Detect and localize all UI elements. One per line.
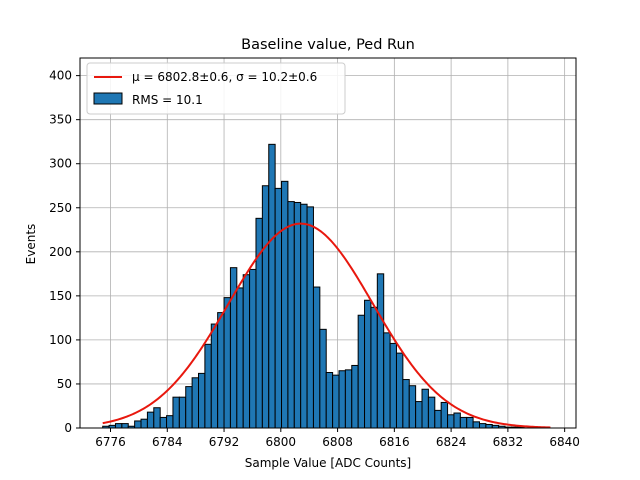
- x-tick-label: 6824: [436, 435, 467, 449]
- legend-frame: [86, 62, 346, 115]
- histogram-bar: [159, 416, 168, 429]
- axes-frame: [79, 57, 577, 429]
- histogram-bar: [376, 273, 385, 429]
- x-tick-label: 6840: [549, 435, 580, 449]
- histogram-bar: [332, 374, 340, 429]
- histogram-bar: [357, 314, 366, 429]
- histogram-bar: [351, 364, 359, 429]
- histogram-bar: [364, 299, 372, 429]
- histogram-bar: [261, 185, 270, 429]
- legend-hist-swatch: [93, 92, 123, 105]
- histogram-bar: [287, 201, 295, 429]
- x-tick-label: 6800: [266, 435, 297, 449]
- histogram-bar: [249, 268, 257, 429]
- histogram-bar: [306, 206, 314, 429]
- histogram-bar: [421, 388, 429, 429]
- histogram-bar: [466, 416, 474, 429]
- x-axis-title: Sample Value [ADC Counts]: [245, 456, 411, 470]
- histogram-bar: [370, 306, 378, 429]
- histogram-bar: [453, 412, 461, 429]
- y-tick-label: 250: [49, 201, 72, 215]
- histogram-bar: [242, 274, 251, 429]
- histogram-bar: [236, 287, 244, 429]
- histogram-bar: [344, 369, 353, 429]
- histogram-bar: [166, 415, 174, 429]
- histogram-bar: [319, 328, 327, 429]
- histogram-bar: [300, 203, 308, 429]
- histogram-bar: [121, 423, 129, 429]
- plot-area: 6776 6784 6792 6800 6808 6816 6824 6832 6840 0 50 1…: [49, 57, 580, 449]
- histogram-bar: [389, 342, 397, 429]
- histogram-bar: [293, 201, 302, 429]
- histogram-bar: [255, 217, 263, 429]
- x-tick-label: 6808: [322, 435, 353, 449]
- histogram-bar: [485, 423, 493, 429]
- y-tick-label: 100: [49, 333, 72, 347]
- histogram-bar: [274, 187, 283, 429]
- histogram-bar: [472, 421, 480, 429]
- histogram-bar: [402, 379, 410, 429]
- x-tick-label: 6784: [152, 435, 183, 449]
- histogram-bar: [338, 370, 346, 429]
- y-tick-label: 350: [49, 113, 72, 127]
- gaussian-fit-curve: [102, 222, 551, 429]
- histogram-bar: [281, 180, 289, 429]
- histogram-bar: [415, 401, 423, 429]
- legend-fit-label: μ = 6802.8±0.6, σ = 10.2±0.6: [132, 70, 317, 84]
- chart-title: Baseline value, Ped Run: [241, 37, 415, 53]
- x-tick-label: 6792: [209, 435, 240, 449]
- histogram-bar: [223, 297, 231, 429]
- histogram-bar: [395, 352, 404, 429]
- histogram-bar: [114, 423, 123, 429]
- histogram-bar: [440, 401, 449, 429]
- histogram-bar: [178, 396, 187, 429]
- histogram-bar: [447, 414, 455, 429]
- histogram-bar: [478, 423, 487, 429]
- histogram-bar: [198, 372, 206, 429]
- x-tick-label: 6816: [379, 435, 410, 449]
- y-axis-title: Events: [24, 224, 38, 265]
- y-tick-label: 50: [57, 377, 72, 391]
- x-tick-label: 6832: [493, 435, 524, 449]
- histogram-bar: [268, 143, 276, 429]
- y-tick-label: 200: [49, 245, 72, 259]
- histogram-bar: [325, 372, 334, 429]
- histogram-bar: [153, 407, 161, 429]
- histogram-bar: [427, 396, 436, 429]
- histogram-bar: [134, 420, 142, 429]
- histogram-bar: [210, 323, 219, 429]
- histogram-bar: [146, 411, 155, 429]
- y-tick-label: 0: [64, 421, 72, 435]
- histogram-bar: [383, 332, 391, 429]
- y-tick-label: 150: [49, 289, 72, 303]
- histogram-bar: [434, 409, 442, 429]
- y-tick-label: 300: [49, 157, 72, 171]
- histogram-bar: [140, 418, 148, 429]
- histogram-bar: [459, 416, 468, 429]
- histogram-bar: [312, 286, 321, 429]
- legend: μ = 6802.8±0.6, σ = 10.2±0.6 RMS = 10.1: [86, 62, 346, 115]
- histogram-bar: [172, 396, 180, 429]
- histogram-bar: [217, 312, 225, 429]
- histogram-bar: [185, 386, 193, 429]
- y-tick-label: 400: [49, 69, 72, 83]
- histogram-bar: [191, 377, 200, 429]
- x-tick-label: 6776: [95, 435, 126, 449]
- histogram-bar: [204, 343, 212, 429]
- legend-hist-label: RMS = 10.1: [132, 93, 203, 107]
- histogram-bar: [408, 385, 417, 429]
